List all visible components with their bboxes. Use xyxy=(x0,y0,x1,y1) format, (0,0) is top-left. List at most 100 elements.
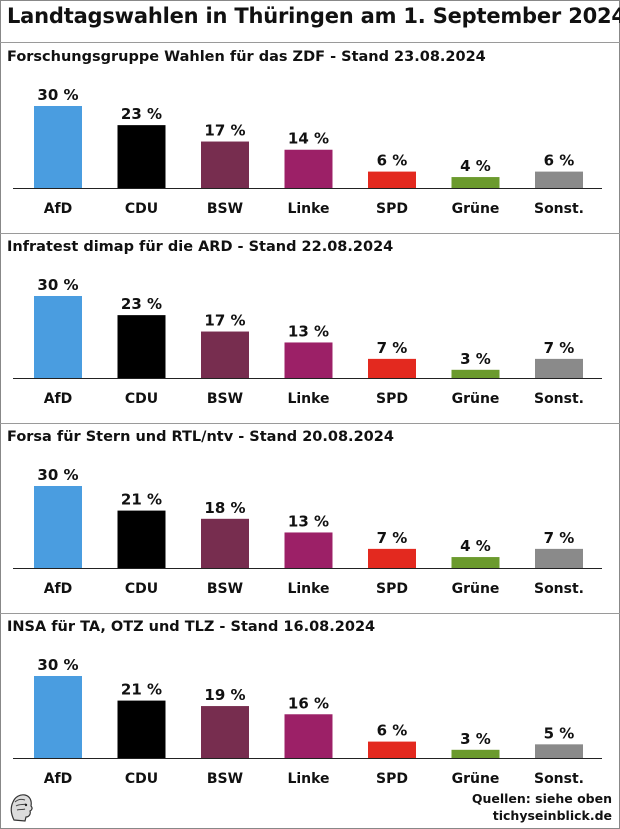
value-label-gruene: 3 % xyxy=(460,730,491,748)
title-divider xyxy=(0,42,620,43)
bar-bsw xyxy=(201,518,249,568)
category-label-cdu: CDU xyxy=(125,391,158,407)
category-label-cdu: CDU xyxy=(125,201,158,217)
panel-divider-2 xyxy=(0,423,620,424)
value-label-linke: 16 % xyxy=(288,694,329,712)
value-label-spd: 6 % xyxy=(377,152,408,170)
value-label-cdu: 21 % xyxy=(121,491,162,509)
value-label-spd: 7 % xyxy=(377,529,408,547)
bar-gruene xyxy=(451,177,500,188)
poll-panel-1: Forschungsgruppe Wahlen für das ZDF - St… xyxy=(0,43,620,233)
value-label-afd: 30 % xyxy=(37,276,78,294)
category-label-afd: AfD xyxy=(44,391,73,407)
poll-panel-4: INSA für TA, OTZ und TLZ - Stand 16.08.2… xyxy=(0,613,620,803)
bar-gruene xyxy=(451,557,500,568)
value-label-sonst: 7 % xyxy=(544,529,575,547)
bar-bsw xyxy=(201,331,249,378)
value-label-gruene: 3 % xyxy=(460,350,491,368)
value-label-sonst: 7 % xyxy=(544,339,575,357)
category-label-cdu: CDU xyxy=(125,581,158,597)
category-label-spd: SPD xyxy=(376,201,408,217)
bar-cdu xyxy=(117,315,166,378)
value-label-gruene: 4 % xyxy=(460,157,491,175)
value-label-afd: 30 % xyxy=(37,86,78,104)
bar-afd xyxy=(34,676,82,758)
value-label-gruene: 4 % xyxy=(460,537,491,555)
bar-linke xyxy=(284,342,333,378)
category-label-gruene: Grüne xyxy=(452,201,500,217)
value-label-cdu: 23 % xyxy=(121,105,162,123)
category-label-gruene: Grüne xyxy=(452,391,500,407)
value-label-cdu: 23 % xyxy=(121,295,162,313)
poll-panel-2-plot: 30 % AfD 23 % CDU 17 % BSW 13 % Linke 7 % SPD 3 % G… xyxy=(13,276,602,407)
footer-site: tichyseinblick.de xyxy=(492,808,612,823)
value-label-bsw: 18 % xyxy=(204,499,245,517)
category-label-sonst: Sonst. xyxy=(534,201,584,217)
poll-panel-1-title: Forschungsgruppe Wahlen für das ZDF - St… xyxy=(7,49,486,65)
category-label-spd: SPD xyxy=(376,391,408,407)
bar-spd xyxy=(368,741,416,758)
bar-afd xyxy=(34,296,82,378)
bar-bsw xyxy=(201,141,249,188)
poll-panel-2-title: Infratest dimap für die ARD - Stand 22.0… xyxy=(7,239,394,255)
poll-panel-2: Infratest dimap für die ARD - Stand 22.0… xyxy=(0,233,620,423)
bar-linke xyxy=(284,714,333,758)
chart-title: Landtagswahlen in Thüringen am 1. Septem… xyxy=(7,4,620,28)
bar-cdu xyxy=(117,125,166,188)
bar-cdu xyxy=(117,700,166,758)
category-label-bsw: BSW xyxy=(207,201,243,217)
bar-sonst xyxy=(535,548,583,568)
category-label-spd: SPD xyxy=(376,581,408,597)
category-label-sonst: Sonst. xyxy=(534,771,584,787)
category-label-bsw: BSW xyxy=(207,771,243,787)
poll-panel-3-plot: 30 % AfD 21 % CDU 18 % BSW 13 % Linke 7 % SPD 4 % G… xyxy=(13,466,602,597)
value-label-bsw: 19 % xyxy=(204,686,245,704)
bar-linke xyxy=(284,532,333,568)
bar-spd xyxy=(368,358,416,378)
value-label-cdu: 21 % xyxy=(121,681,162,699)
value-label-bsw: 17 % xyxy=(204,312,245,330)
value-label-bsw: 17 % xyxy=(204,122,245,140)
category-label-afd: AfD xyxy=(44,201,73,217)
poll-panel-1-plot: 30 % AfD 23 % CDU 17 % BSW 14 % Linke 6 % SPD 4 % G… xyxy=(13,86,602,217)
value-label-spd: 7 % xyxy=(377,339,408,357)
poll-panel-4-title: INSA für TA, OTZ und TLZ - Stand 16.08.2… xyxy=(7,619,376,635)
poll-panel-3-title: Forsa für Stern und RTL/ntv - Stand 20.0… xyxy=(7,429,394,445)
bar-linke xyxy=(284,149,333,188)
publisher-logo-icon xyxy=(10,794,33,822)
category-label-sonst: Sonst. xyxy=(534,581,584,597)
footer-source: Quellen: siehe oben xyxy=(471,791,612,806)
value-label-sonst: 5 % xyxy=(544,724,575,742)
category-label-afd: AfD xyxy=(44,581,73,597)
category-label-gruene: Grüne xyxy=(452,771,500,787)
poll-panel-4-plot: 30 % AfD 21 % CDU 19 % BSW 16 % Linke 6 % SPD 3 % G… xyxy=(13,656,602,787)
category-label-cdu: CDU xyxy=(125,771,158,787)
bar-spd xyxy=(368,171,416,188)
value-label-linke: 13 % xyxy=(288,512,329,530)
value-label-afd: 30 % xyxy=(37,466,78,484)
bar-cdu xyxy=(117,510,166,568)
category-label-linke: Linke xyxy=(287,391,329,407)
bar-spd xyxy=(368,548,416,568)
category-label-sonst: Sonst. xyxy=(534,391,584,407)
bar-sonst xyxy=(535,171,583,188)
value-label-afd: 30 % xyxy=(37,656,78,674)
bar-gruene xyxy=(451,749,500,758)
value-label-linke: 14 % xyxy=(288,130,329,148)
bar-afd xyxy=(34,486,82,568)
category-label-linke: Linke xyxy=(287,201,329,217)
category-label-linke: Linke xyxy=(287,581,329,597)
category-label-gruene: Grüne xyxy=(452,581,500,597)
bar-sonst xyxy=(535,744,583,758)
poll-panel-3: Forsa für Stern und RTL/ntv - Stand 20.0… xyxy=(0,423,620,613)
bar-sonst xyxy=(535,358,583,378)
value-label-linke: 13 % xyxy=(288,322,329,340)
category-label-spd: SPD xyxy=(376,771,408,787)
value-label-spd: 6 % xyxy=(377,722,408,740)
category-label-bsw: BSW xyxy=(207,391,243,407)
bar-gruene xyxy=(451,369,500,378)
category-label-bsw: BSW xyxy=(207,581,243,597)
bar-bsw xyxy=(201,706,249,758)
category-label-afd: AfD xyxy=(44,771,73,787)
category-label-linke: Linke xyxy=(287,771,329,787)
